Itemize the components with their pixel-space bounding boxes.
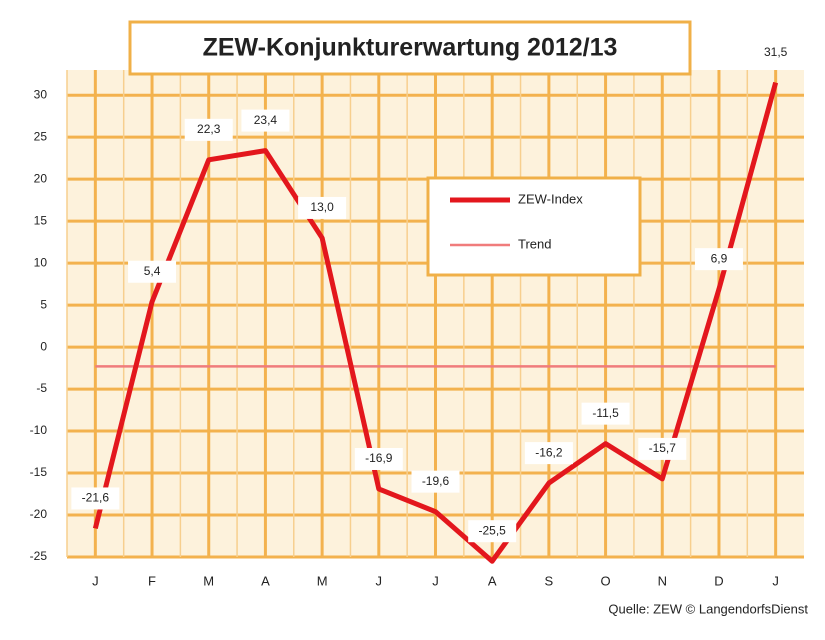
y-tick-label: -5 xyxy=(36,381,47,395)
x-tick-label: J xyxy=(772,573,779,588)
x-tick-label: A xyxy=(261,573,270,588)
value-label-box xyxy=(184,118,233,141)
series-line xyxy=(92,81,779,564)
value-label: 31,5 xyxy=(764,45,788,59)
value-label: 23,4 xyxy=(254,113,278,127)
y-tick-label: 15 xyxy=(34,213,48,227)
legend-box xyxy=(426,176,642,277)
value-label: -11,5 xyxy=(592,406,619,420)
source: Quelle: ZEW © LangendorfsDienst xyxy=(608,601,808,616)
title-box xyxy=(128,20,692,76)
value-label: 22,3 xyxy=(197,122,221,136)
value-label-box xyxy=(751,41,800,64)
value-label: -25,5 xyxy=(479,523,507,537)
value-label: -16,9 xyxy=(365,451,393,465)
value-label-box xyxy=(241,109,290,132)
value-label-box xyxy=(468,520,517,543)
legend-label: ZEW-Index xyxy=(518,191,583,206)
value-label: -15,7 xyxy=(649,441,677,455)
x-tick-label: S xyxy=(545,573,554,588)
y-tick-label: 10 xyxy=(34,255,48,269)
x-tick-label: J xyxy=(432,573,439,588)
value-label-box xyxy=(354,447,403,470)
y-tick-label: -15 xyxy=(30,465,48,479)
value-label: 13,0 xyxy=(310,200,334,214)
x-tick-label: F xyxy=(148,573,156,588)
value-label: -21,6 xyxy=(82,491,110,505)
x-tick-label: M xyxy=(317,573,328,588)
legend-label: Trend xyxy=(518,236,551,251)
value-label: 6,9 xyxy=(711,251,728,265)
x-tick-label: J xyxy=(92,573,99,588)
value-label-box xyxy=(411,470,460,493)
value-label-box xyxy=(128,260,177,283)
x-tick-label: J xyxy=(376,573,383,588)
y-tick-label: 25 xyxy=(34,129,48,143)
y-tick-label: -20 xyxy=(30,507,48,521)
y-tick-label: -10 xyxy=(30,423,48,437)
y-tick-label: 0 xyxy=(40,339,47,353)
x-tick-label: D xyxy=(714,573,723,588)
value-label-box xyxy=(524,442,573,465)
value-label: -19,6 xyxy=(422,474,450,488)
value-label-box xyxy=(71,487,120,510)
y-tick-label: 5 xyxy=(40,297,47,311)
value-label-box xyxy=(581,402,630,425)
plot-area xyxy=(66,70,804,559)
value-label-box xyxy=(638,437,687,460)
chart-title: ZEW-Konjunkturerwartung 2012/13 xyxy=(203,34,618,62)
value-label-box xyxy=(694,248,743,271)
x-tick-label: N xyxy=(658,573,667,588)
y-tick-label: 30 xyxy=(34,87,48,101)
value-label-box xyxy=(298,196,347,219)
y-tick-label: 20 xyxy=(34,171,48,185)
value-label: 5,4 xyxy=(144,264,161,278)
x-tick-label: O xyxy=(601,573,611,588)
x-tick-label: M xyxy=(203,573,214,588)
y-tick-label: -25 xyxy=(30,549,48,563)
value-label: -16,2 xyxy=(535,445,563,459)
x-tick-label: A xyxy=(488,573,497,588)
